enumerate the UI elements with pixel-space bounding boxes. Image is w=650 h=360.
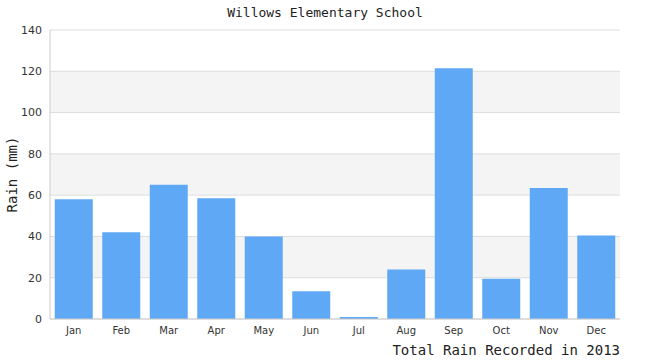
html-text:Total Rain Recorded in 2013: Total Rain Recorded in 2013 — [392, 342, 620, 358]
svg-text:Jan: Jan — [65, 325, 81, 336]
svg-text:Feb: Feb — [112, 325, 130, 336]
svg-text:Apr: Apr — [208, 325, 226, 336]
svg-text:Sep: Sep — [444, 325, 463, 336]
svg-text:Jun: Jun — [302, 325, 319, 336]
svg-text:Dec: Dec — [587, 325, 606, 336]
svg-text:Rain (mm): Rain (mm) — [8, 137, 20, 213]
svg-text:Mar: Mar — [159, 325, 179, 336]
svg-text:40: 40 — [28, 230, 42, 243]
svg-text:0: 0 — [35, 313, 42, 326]
svg-text:120: 120 — [21, 65, 42, 78]
svg-text:Oct: Oct — [493, 325, 510, 336]
svg-text:80: 80 — [28, 148, 42, 161]
svg-text:Nov: Nov — [539, 325, 559, 336]
svg-text:Aug: Aug — [396, 325, 416, 336]
html-text:Willows Elementary School: Willows Elementary School — [227, 5, 423, 20]
svg-text:60: 60 — [28, 189, 42, 202]
svg-text:Jul: Jul — [352, 325, 365, 336]
svg-text:100: 100 — [21, 106, 42, 119]
svg-text:20: 20 — [28, 272, 42, 285]
svg-text:140: 140 — [21, 24, 42, 37]
svg-text:May: May — [253, 325, 274, 336]
